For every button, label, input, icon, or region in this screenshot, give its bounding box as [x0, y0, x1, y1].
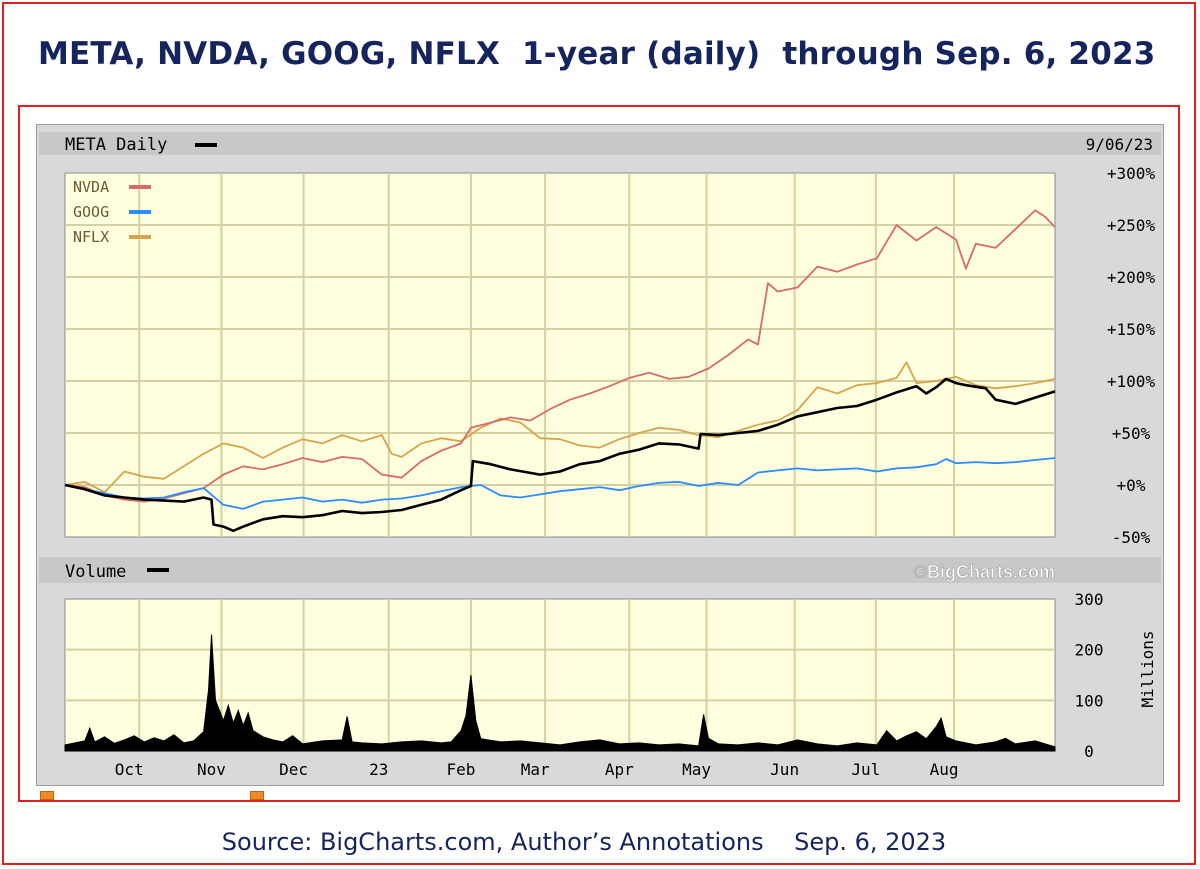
- legend-label-nflx: NFLX: [73, 228, 109, 246]
- meta-legend-swatch: [195, 143, 217, 147]
- x-tick-label: May: [682, 760, 711, 779]
- x-axis: Oct Nov Dec 23 Feb Mar Apr May Jun Jul Aug: [115, 760, 959, 779]
- legend-swatch-nvda: [129, 185, 151, 189]
- price-y-tick-label: +100%: [1107, 372, 1156, 391]
- x-tick-label: Jul: [851, 760, 880, 779]
- volume-series-group: [64, 634, 1056, 752]
- volume-y-axis: 300 200 100 0: [1075, 590, 1104, 761]
- x-tick-label: Aug: [930, 760, 959, 779]
- price-header-date: 9/06/23: [1086, 135, 1153, 154]
- price-y-tick-label: +0%: [1117, 476, 1146, 495]
- volume-y-tick-label: 0: [1084, 742, 1094, 761]
- price-y-tick-label: +300%: [1107, 164, 1156, 183]
- x-tick-label: Feb: [446, 760, 475, 779]
- price-grid: [65, 173, 1055, 537]
- chart-svg: META Daily 9/06/23 +300%+250%+200%+150%+…: [39, 132, 1161, 779]
- legend-label-goog: GOOG: [73, 203, 109, 221]
- price-y-tick-label: +200%: [1107, 268, 1156, 287]
- volume-header-bar: [39, 557, 1161, 583]
- legend-swatch-goog: [129, 210, 151, 214]
- x-tick-label: Nov: [197, 760, 226, 779]
- x-tick-label: 23: [369, 760, 388, 779]
- volume-units-label: Millions: [1138, 630, 1157, 707]
- legend: NVDA GOOG NFLX: [73, 178, 151, 246]
- volume-y-tick-label: 100: [1075, 691, 1104, 710]
- price-series-group: [64, 209, 1056, 533]
- series-line-goog: [64, 457, 1056, 510]
- price-header-label: META Daily: [65, 135, 167, 155]
- x-tick-label: Mar: [521, 760, 550, 779]
- volume-legend-swatch: [147, 568, 169, 572]
- chart-frame: [18, 105, 1180, 802]
- price-y-tick-label: +50%: [1112, 424, 1151, 443]
- series-line-nflx: [64, 361, 1056, 494]
- volume-area: [64, 634, 1056, 752]
- legend-label-nvda: NVDA: [73, 178, 109, 196]
- orange-marker-right: [250, 791, 264, 800]
- price-y-tick-label: -50%: [1112, 528, 1151, 547]
- series-line-meta: [64, 377, 1056, 533]
- chart-panel: META Daily 9/06/23 +300% +250% +200% +150% +…: [36, 124, 1164, 786]
- price-plot-area: [64, 172, 1056, 538]
- price-y-tick-label: +150%: [1107, 320, 1156, 339]
- x-tick-label: Jun: [770, 760, 799, 779]
- x-tick-label: Oct: [115, 760, 144, 779]
- source-caption: Source: BigCharts.com, Author’s Annotati…: [221, 828, 947, 856]
- page-title: META, NVDA, GOOG, NFLX 1-year (daily) th…: [38, 36, 1156, 72]
- volume-y-tick-label: 300: [1075, 590, 1104, 609]
- x-tick-label: Apr: [605, 760, 634, 779]
- watermark: ©BigCharts.com: [914, 562, 1055, 582]
- price-header-bar: [39, 132, 1161, 155]
- volume-y-tick-label: 200: [1075, 641, 1104, 660]
- x-tick-label: Dec: [279, 760, 308, 779]
- orange-marker-left: [40, 791, 54, 800]
- price-y-axis: +300% +250% +200% +150% +100% +50% +0% -50%: [1107, 164, 1156, 547]
- price-y-tick-label: +250%: [1107, 216, 1156, 235]
- series-line-nvda: [64, 209, 1056, 503]
- volume-header-label: Volume: [65, 562, 126, 582]
- legend-swatch-nflx: [129, 235, 151, 239]
